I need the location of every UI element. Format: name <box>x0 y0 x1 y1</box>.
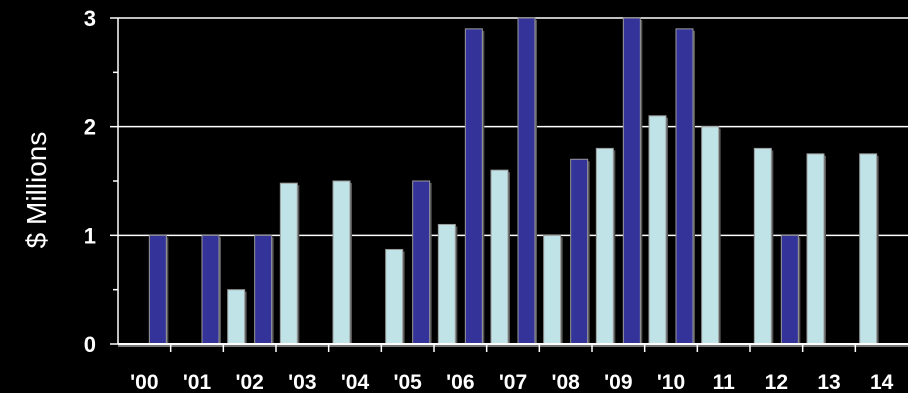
x-tick-label: '03 <box>288 371 316 393</box>
x-tick-label: 12 <box>765 371 788 393</box>
y-tick-label: 2 <box>84 115 96 140</box>
bar-light <box>227 289 247 345</box>
bars <box>148 17 879 345</box>
bar-light <box>701 126 721 345</box>
bar-dark <box>570 158 590 345</box>
bar-dark <box>254 234 274 345</box>
bar-light <box>437 223 458 345</box>
x-tick-label: '02 <box>235 371 263 393</box>
x-tick-label: '06 <box>446 371 474 393</box>
y-axis-label: $ Millions <box>21 132 52 249</box>
x-tick-label: '10 <box>657 371 685 393</box>
bar-dark <box>675 28 695 345</box>
bar-light <box>543 234 563 345</box>
bar-light <box>753 147 774 345</box>
bar-light <box>648 115 668 345</box>
bar-light <box>806 153 826 345</box>
bar-dark <box>412 180 432 345</box>
bar-light <box>859 153 879 345</box>
x-tick-label: '00 <box>130 371 158 393</box>
x-tick-label: '07 <box>499 371 527 393</box>
y-tick-label: 1 <box>84 223 96 248</box>
x-tick-label: 11 <box>713 371 736 393</box>
bar-dark <box>148 234 169 345</box>
gridlines <box>118 17 908 237</box>
bar-light <box>490 169 510 345</box>
x-tick-label: '05 <box>393 371 422 393</box>
x-tick-label: 14 <box>870 371 894 393</box>
bar-dark <box>464 28 485 345</box>
axes <box>110 17 908 352</box>
x-tick-label: '01 <box>183 371 212 393</box>
y-tick-label: 3 <box>84 6 96 31</box>
bar-light <box>595 147 616 345</box>
bar-light <box>279 182 300 345</box>
bar-dark <box>201 234 221 345</box>
y-tick-label: 0 <box>84 332 96 357</box>
bar-light <box>385 248 405 345</box>
x-tick-label: '09 <box>604 371 632 393</box>
x-tick-label: 13 <box>817 371 840 393</box>
x-tick-label: '04 <box>341 371 370 393</box>
bar-dark <box>780 234 801 345</box>
x-tick-label: '08 <box>551 371 580 393</box>
bar-light <box>332 180 352 345</box>
bar-dark <box>517 17 537 345</box>
bar-dark <box>622 17 643 345</box>
